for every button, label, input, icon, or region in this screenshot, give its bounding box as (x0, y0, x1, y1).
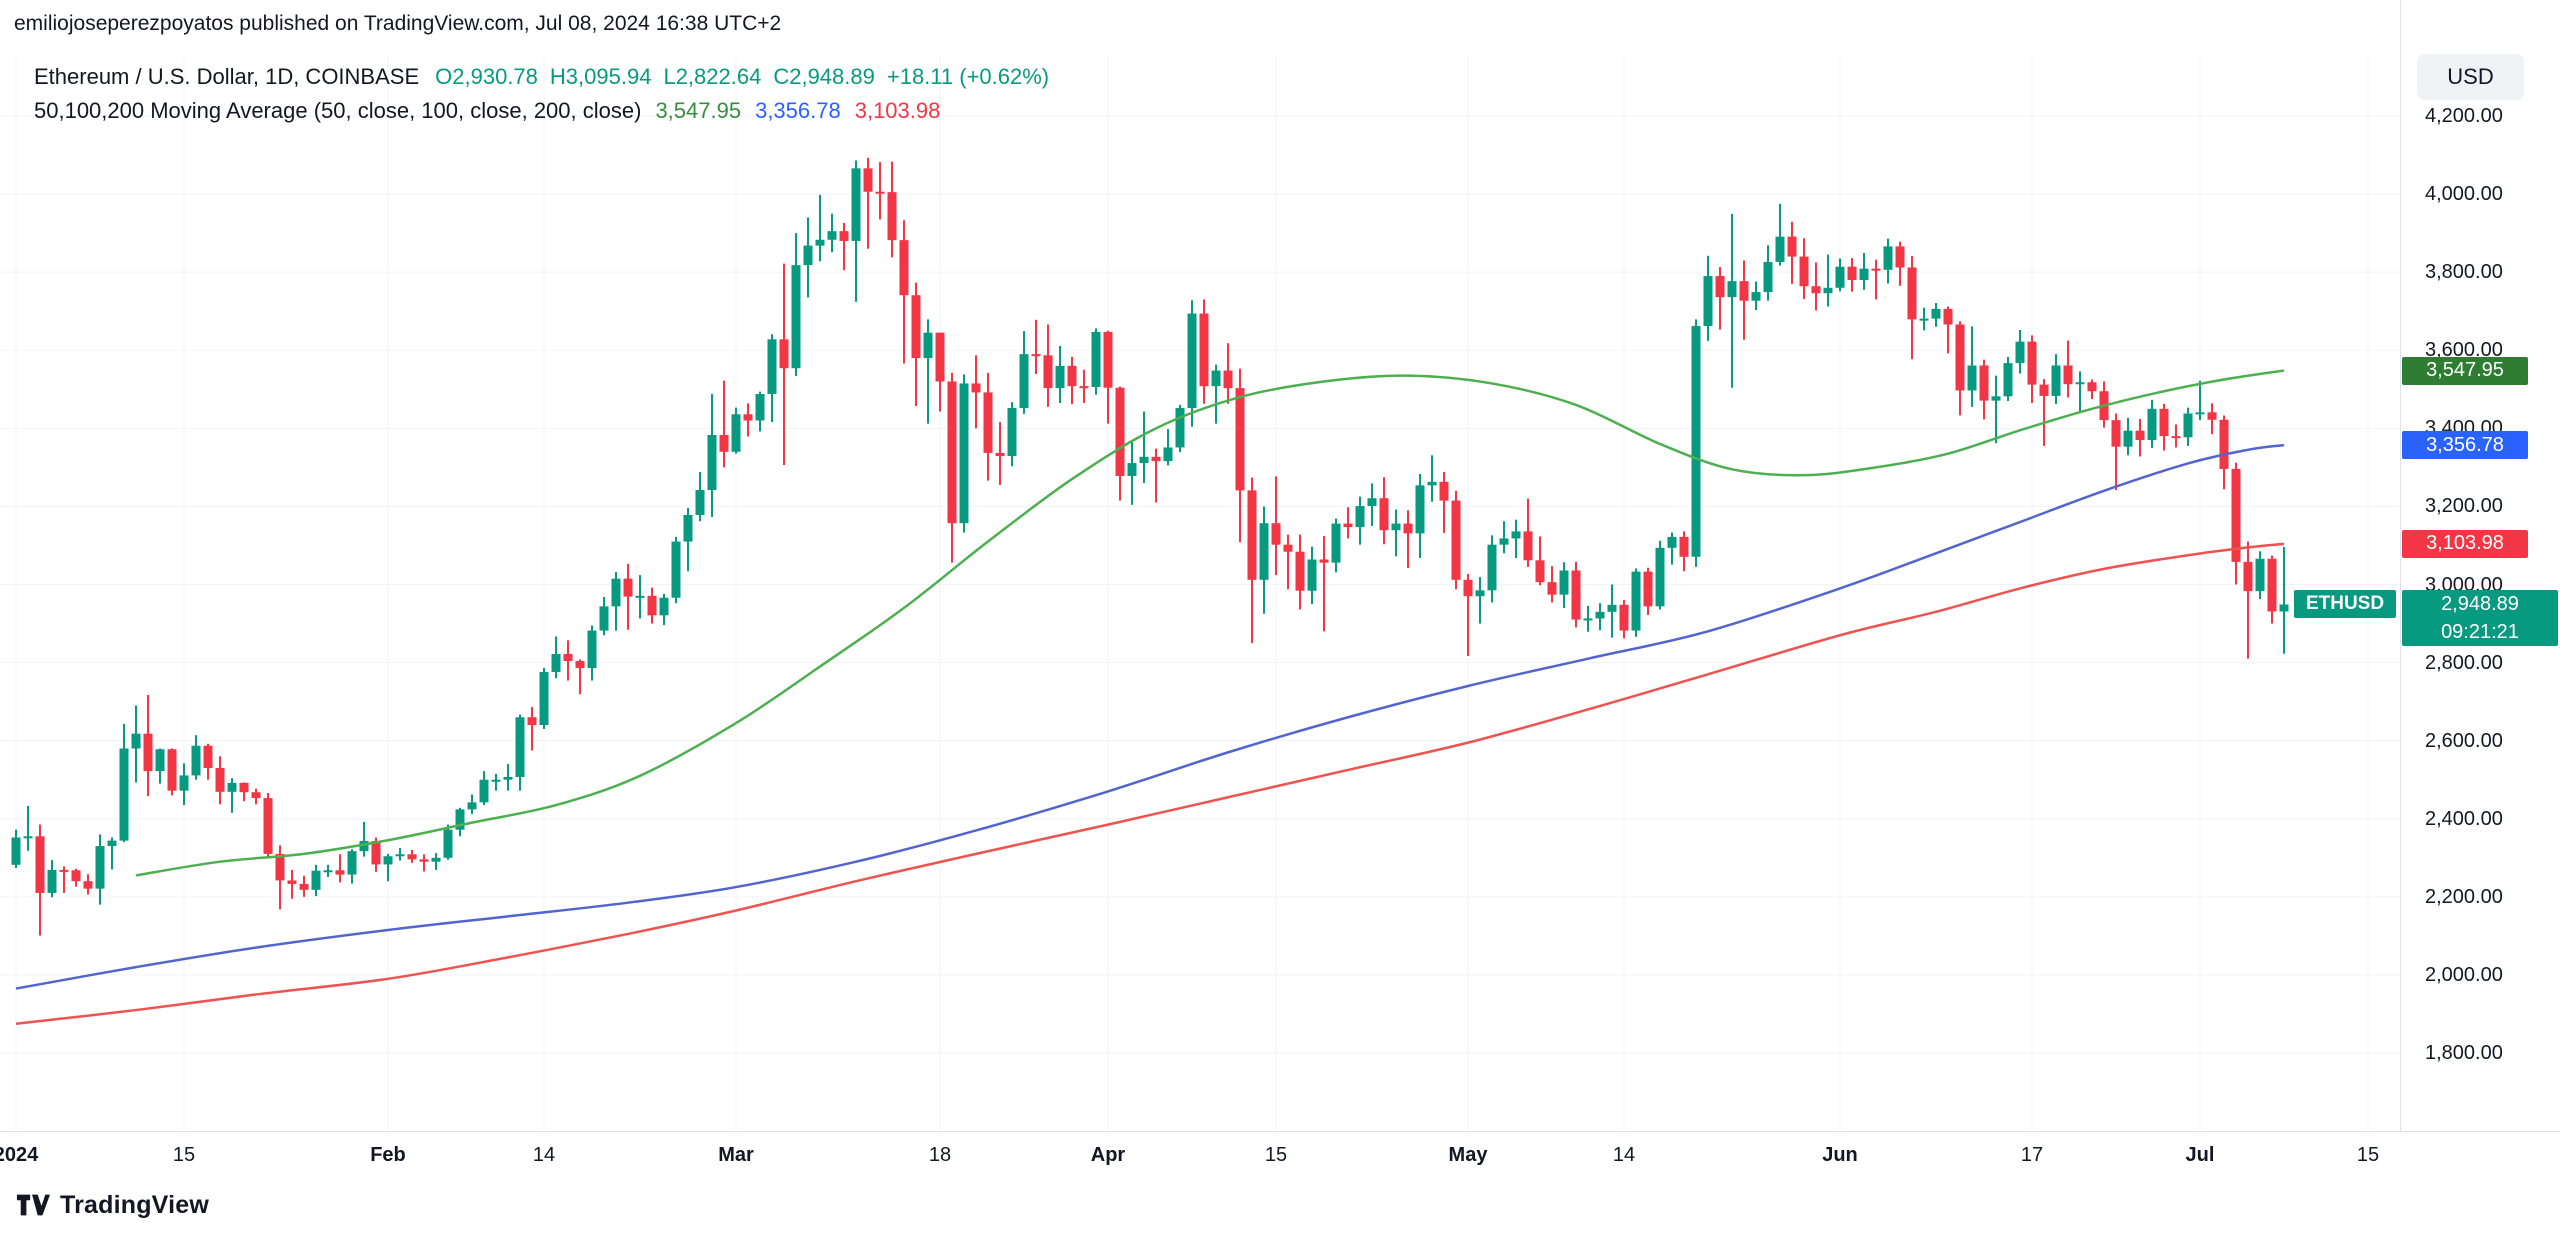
candlestick-chart-area[interactable] (0, 0, 2400, 1131)
attribution-text: published on TradingView.com, Jul 08, 20… (233, 12, 782, 35)
high-label: H (549, 64, 566, 89)
attribution-bar: emiliojoseperezpoyatos published on Trad… (14, 12, 781, 36)
price-scale-label: 2,800.00 (2425, 651, 2503, 674)
time-scale-label: Apr (1090, 1144, 1126, 1166)
price-scale-label: 3,600.00 (2425, 339, 2503, 362)
ma200-line (15, 542, 2285, 1025)
close-value: 2,948.89 (789, 64, 875, 89)
low-label: L (663, 64, 676, 89)
open-value: 2,930.78 (452, 64, 538, 89)
time-scale-label: Feb (370, 1144, 406, 1166)
legend-indicator-row[interactable]: 50,100,200 Moving Average (50, close, 10… (34, 94, 1049, 128)
time-scale-label: 17 (2020, 1144, 2044, 1166)
time-scale-label: May (1448, 1144, 1488, 1166)
open-label: O (435, 64, 453, 89)
currency-toggle-button[interactable]: USD (2417, 54, 2524, 100)
time-scale-label: Jun (1822, 1144, 1858, 1166)
time-scale-label: Jul (2185, 1144, 2215, 1166)
price-scale-label: 1,800.00 (2425, 1042, 2503, 1064)
ma200-legend-value: 3,103.98 (854, 98, 941, 123)
time-scale-label: 18 (928, 1144, 952, 1166)
ma50-legend-value: 3,547.95 (655, 98, 742, 123)
price-scale-label: 2,600.00 (2425, 729, 2503, 752)
moving-average-lines (15, 369, 2285, 1025)
time-scale-label: 14 (1612, 1144, 1636, 1166)
chart-legend: Ethereum / U.S. Dollar, 1D, COINBASE O2,… (34, 60, 1049, 128)
price-scale-label: 3,800.00 (2425, 261, 2503, 284)
low-value: 2,822.64 (675, 64, 762, 89)
price-scale-label: 4,000.00 (2425, 183, 2503, 206)
change-value: +18.11 (+0.62%) (886, 64, 1050, 89)
time-scale-label: 15 (1264, 1144, 1288, 1166)
time-scale[interactable]: 2024 15 Feb 14 Mar 18 Apr 15 May 14 Jun 17 Jul 15 (0, 1131, 2560, 1184)
price-scale-label: 3,400.00 (2425, 417, 2503, 440)
time-scale-label: 15 (2356, 1144, 2380, 1166)
high-value: 3,095.94 (565, 64, 652, 89)
price-scale-label: 2,400.00 (2425, 807, 2503, 830)
price-scale-label: 3,000.00 (2425, 573, 2503, 596)
price-scale-label: 2,200.00 (2425, 885, 2503, 908)
time-scale-label: 15 (172, 1144, 196, 1166)
tradingview-brand-text: TradingView (60, 1190, 210, 1219)
attribution-username-link[interactable]: emiliojoseperezpoyatos (14, 12, 234, 35)
price-scale-label: 2,000.00 (2425, 963, 2503, 986)
tradingview-logo-icon (16, 1194, 50, 1216)
tradingview-logo-link[interactable]: TradingView (16, 1188, 209, 1222)
price-scale-label: 4,200.00 (2425, 105, 2503, 127)
ma100-legend-value: 3,356.78 (755, 98, 841, 123)
price-scale[interactable]: 4,200.00 4,000.00 3,800.00 3,600.00 3,400.00… (2400, 0, 2560, 1131)
grid-layer (0, 55, 2400, 1131)
price-scale-label: 3,200.00 (2425, 495, 2503, 518)
symbol-title: Ethereum / U.S. Dollar, 1D, COINBASE (34, 64, 420, 89)
indicator-title: 50,100,200 Moving Average (50, close, 10… (34, 98, 642, 123)
legend-symbol-row[interactable]: Ethereum / U.S. Dollar, 1D, COINBASE O2,… (34, 60, 1049, 94)
time-scale-label: 14 (532, 1144, 556, 1166)
close-label: C (773, 64, 790, 89)
ma50-line (135, 369, 2285, 877)
ma100-line (15, 443, 2285, 990)
time-scale-label: 2024 (0, 1144, 39, 1166)
time-scale-label: Mar (718, 1144, 754, 1166)
